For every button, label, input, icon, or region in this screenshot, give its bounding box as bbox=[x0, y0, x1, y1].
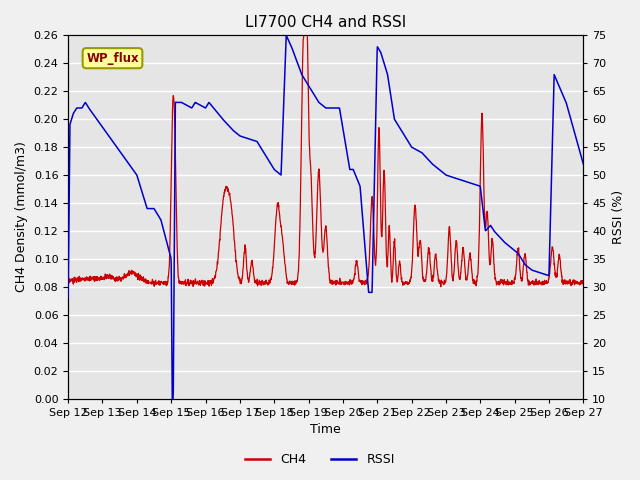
Text: WP_flux: WP_flux bbox=[86, 52, 139, 65]
Legend: CH4, RSSI: CH4, RSSI bbox=[240, 448, 400, 471]
Y-axis label: CH4 Density (mmol/m3): CH4 Density (mmol/m3) bbox=[15, 142, 28, 292]
Title: LI7700 CH4 and RSSI: LI7700 CH4 and RSSI bbox=[245, 15, 406, 30]
Y-axis label: RSSI (%): RSSI (%) bbox=[612, 190, 625, 244]
X-axis label: Time: Time bbox=[310, 423, 341, 436]
